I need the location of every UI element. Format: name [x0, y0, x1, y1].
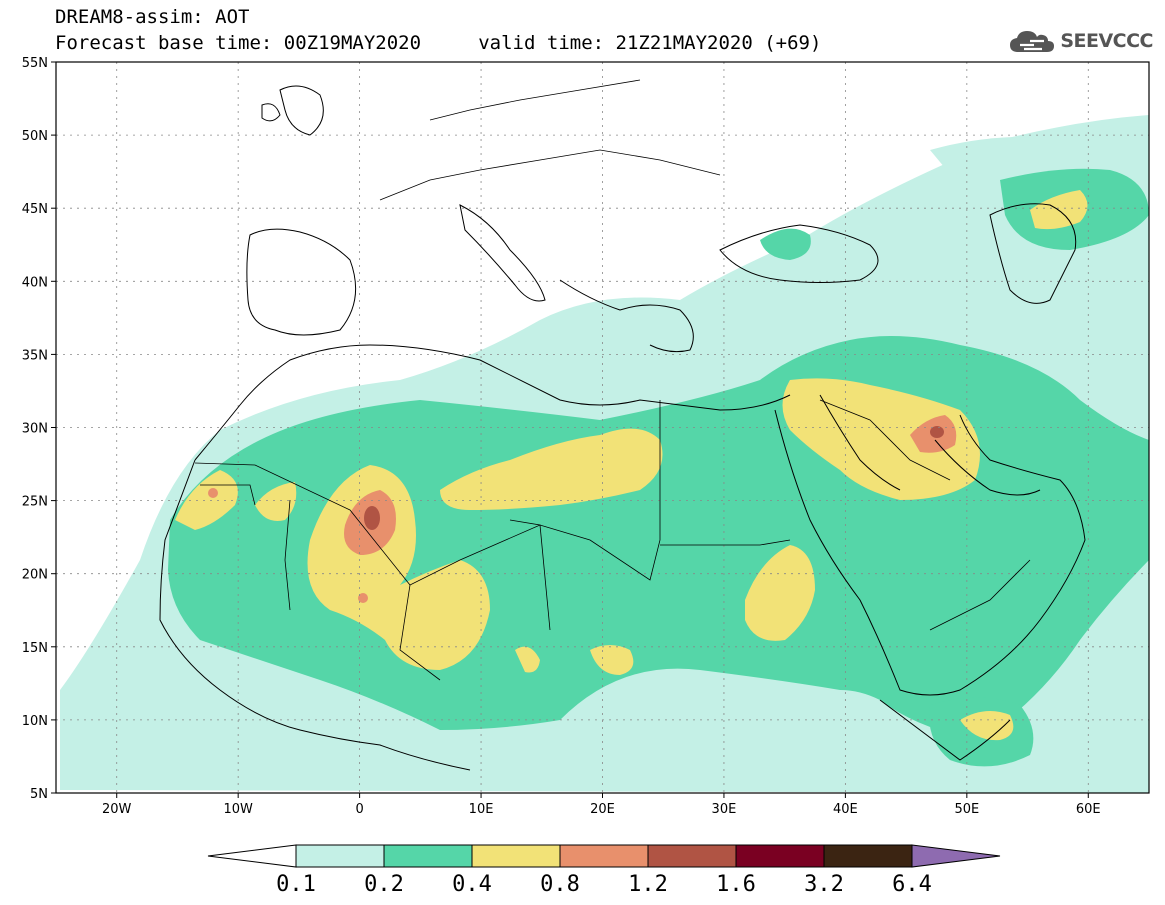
colorbar-segment [823, 844, 913, 868]
aot-band-1.2 [364, 426, 944, 530]
colorbar-label: 0.1 [276, 872, 316, 897]
lat-tick-label: 30N [22, 422, 48, 437]
colorbar-segment [383, 844, 473, 868]
map-subtitle: Forecast base time: 00Z19MAY2020 valid t… [55, 32, 822, 54]
lon-tick-label: 20W [102, 802, 132, 817]
colorbar-over-arrow [911, 844, 1001, 868]
lon-axis-labels: 20W 10W 0 10E 20E 30E 40E 50E 60E [102, 793, 1101, 817]
lat-tick-label: 55N [22, 56, 48, 71]
colorbar-label: 0.8 [540, 872, 580, 897]
lon-tick-label: 40E [833, 802, 858, 817]
cloud-icon [1010, 31, 1055, 52]
seevccc-logo: SEEVCCC [1008, 26, 1153, 56]
colorbar-label: 3.2 [804, 872, 844, 897]
aot-field [60, 115, 1149, 793]
colorbar-under-arrow [207, 844, 297, 868]
lon-tick-label: 10W [223, 802, 253, 817]
lat-tick-label: 50N [22, 129, 48, 144]
lat-tick-label: 40N [22, 275, 48, 290]
lat-tick-label: 10N [22, 714, 48, 729]
lat-tick-label: 45N [22, 202, 48, 217]
lat-tick-label: 25N [22, 495, 48, 510]
colorbar-label: 1.6 [716, 872, 756, 897]
lat-axis-labels: 55N 50N 45N 40N 35N 30N 25N 20N 15N 10N 5N [22, 56, 56, 802]
colorbar-label: 0.2 [364, 872, 404, 897]
colorbar-segment [647, 844, 737, 868]
lon-tick-label: 0 [355, 802, 363, 817]
colorbar-label: 1.2 [628, 872, 668, 897]
colorbar-label: 6.4 [892, 872, 932, 897]
lon-tick-label: 10E [469, 802, 494, 817]
lon-tick-label: 20E [590, 802, 615, 817]
colorbar: 0.1 0.2 0.4 0.8 1.2 1.6 3.2 6.4 [207, 844, 1001, 897]
lon-tick-label: 30E [712, 802, 737, 817]
lat-tick-label: 20N [22, 568, 48, 583]
coastlines [159, 79, 1086, 771]
colorbar-segment [295, 844, 385, 868]
logo-text: SEEVCCC [1060, 30, 1153, 52]
lat-tick-label: 35N [22, 348, 48, 363]
colorbar-segment [735, 844, 825, 868]
colorbar-label: 0.4 [452, 872, 492, 897]
lat-tick-label: 15N [22, 641, 48, 656]
colorbar-segment [559, 844, 649, 868]
lon-tick-label: 60E [1076, 802, 1101, 817]
lon-tick-label: 50E [954, 802, 979, 817]
graticule [56, 62, 1149, 793]
colorbar-segment [471, 844, 561, 868]
lat-tick-label: 5N [30, 787, 48, 802]
map-title: DREAM8-assim: AOT [55, 6, 250, 28]
